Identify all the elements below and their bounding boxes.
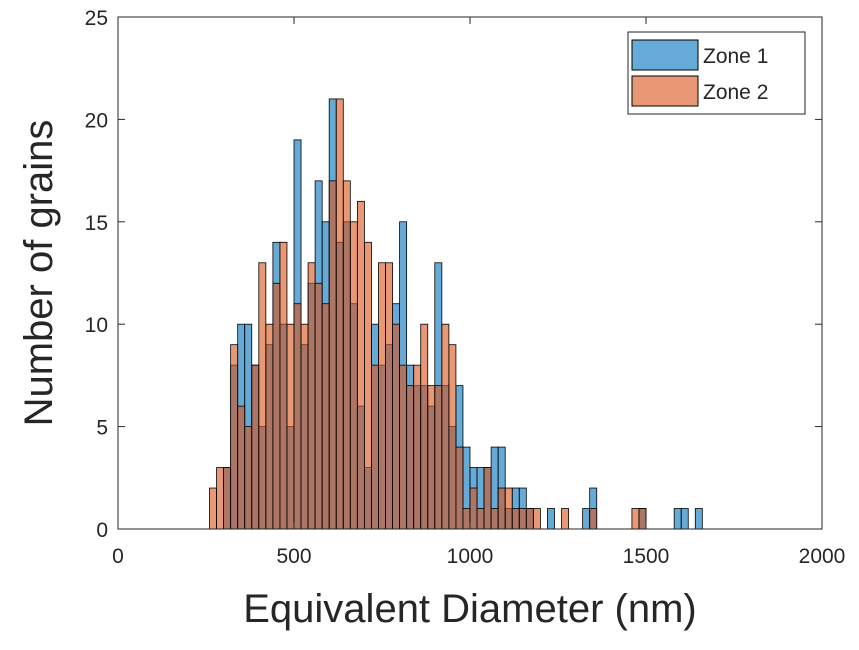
histogram-bar xyxy=(413,364,422,530)
histogram-bar xyxy=(673,508,682,530)
histogram-bar xyxy=(272,282,281,530)
histogram-bar xyxy=(209,487,217,530)
legend-label: Zone 2 xyxy=(703,81,768,104)
histogram-bar xyxy=(420,323,429,530)
histogram-bar xyxy=(448,344,457,530)
histogram-bar xyxy=(518,508,527,530)
histogram-bar xyxy=(378,262,386,530)
histogram-bar xyxy=(561,508,569,530)
legend-label: Zone 1 xyxy=(703,45,768,68)
histogram-bar xyxy=(532,508,541,530)
histogram-bar xyxy=(286,323,295,530)
histogram-bar xyxy=(582,508,591,530)
histogram-bar xyxy=(427,385,436,530)
x-tick-label: 2000 xyxy=(799,545,846,568)
histogram-bar xyxy=(307,262,316,530)
histogram-bar xyxy=(511,508,520,530)
histogram-bar xyxy=(216,467,224,530)
x-tick-label: 500 xyxy=(276,545,311,568)
histogram-bar xyxy=(525,508,534,530)
histogram-bar xyxy=(497,487,506,530)
legend-swatch xyxy=(631,75,699,107)
histogram-bar xyxy=(406,385,415,530)
histogram-bar xyxy=(279,241,288,530)
histogram-bar xyxy=(342,180,351,530)
histogram-bar xyxy=(434,385,443,530)
histogram-bar xyxy=(314,282,323,530)
histogram-bar xyxy=(265,323,274,530)
histogram-bar xyxy=(385,262,393,530)
histogram-bar xyxy=(251,364,260,530)
histogram-bar xyxy=(356,200,365,530)
x-tick-label: 1000 xyxy=(447,545,494,568)
histogram-bar xyxy=(258,262,267,530)
histogram-bar xyxy=(335,98,344,530)
histogram-bar xyxy=(483,467,492,530)
histogram-bar xyxy=(694,508,703,530)
legend-swatch xyxy=(631,39,699,71)
histogram-bar xyxy=(392,323,400,530)
histogram-bar xyxy=(300,323,309,530)
x-tick-label: 0 xyxy=(112,545,124,568)
histogram-bar xyxy=(476,508,485,530)
histogram-bar xyxy=(328,180,337,530)
histogram-bar xyxy=(469,487,478,530)
histogram-bar xyxy=(244,426,253,530)
histogram-bar xyxy=(349,221,358,530)
histogram-bar xyxy=(638,508,647,530)
histogram-bar xyxy=(223,467,232,530)
y-tick-label: 25 xyxy=(85,7,108,30)
histogram-bar xyxy=(504,487,513,530)
y-tick-label: 10 xyxy=(85,314,108,337)
histogram-bar xyxy=(371,364,379,530)
x-tick-label: 1500 xyxy=(623,545,670,568)
histogram-bar xyxy=(455,446,464,530)
x-axis-label: Equivalent Diameter (nm) xyxy=(243,587,697,631)
histogram-bar xyxy=(293,303,302,530)
y-tick-label: 5 xyxy=(96,417,108,440)
histogram-bar xyxy=(363,241,372,530)
histogram-bar xyxy=(490,508,499,530)
histogram-bar xyxy=(230,344,239,530)
legend: Zone 1 Zone 2 xyxy=(627,31,806,115)
histogram-bar xyxy=(462,508,471,530)
histogram-bar xyxy=(631,508,640,530)
histogram-bar xyxy=(547,508,555,530)
histogram-bar xyxy=(321,303,330,530)
histogram-bar xyxy=(237,405,246,530)
histogram-bar xyxy=(680,508,689,530)
y-tick-label: 20 xyxy=(85,109,108,132)
histogram-bar xyxy=(589,508,598,530)
y-tick-label: 0 xyxy=(96,519,108,542)
y-tick-label: 15 xyxy=(85,212,108,235)
y-axis-label: Number of grains xyxy=(17,120,61,427)
histogram-bar xyxy=(399,364,408,530)
axes-box xyxy=(117,16,823,530)
histogram-bar xyxy=(441,323,450,530)
